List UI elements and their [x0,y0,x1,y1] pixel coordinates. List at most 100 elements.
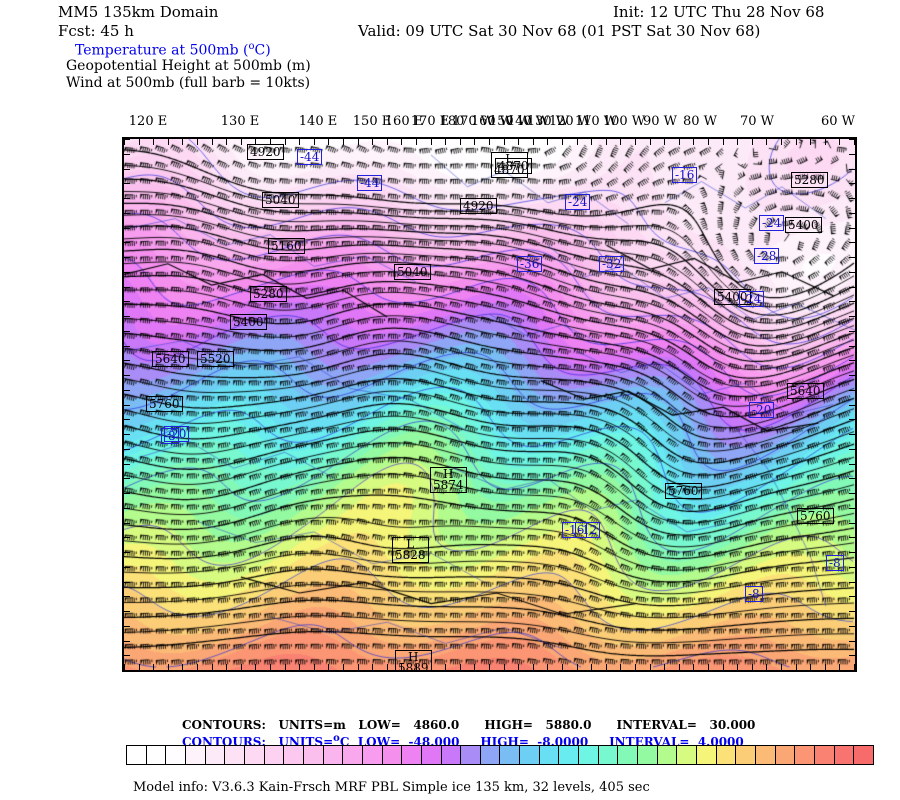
colorbar-swatch [579,746,599,764]
height-contour-label: 5640 [787,383,824,399]
axis-tick [649,664,651,670]
axis-tick [124,664,125,670]
axis-tick [849,625,855,627]
axis-tick [849,271,855,273]
lon-tick-label: 140 E [298,114,338,129]
colorbar-swatch [795,746,815,764]
height-contour-label: 5640 [152,351,189,367]
colorbar-swatch [402,746,422,764]
colorbar-swatch [244,746,265,764]
legend-heights-low-value: 4860.0 [413,718,460,732]
axis-tick [124,257,130,258]
colorbar-swatch [736,746,756,764]
axis-tick [372,139,374,145]
axis-tick [445,664,447,670]
axis-tick [299,664,301,670]
axis-tick [849,566,855,568]
axis-tick [849,434,855,435]
axis-tick [124,212,130,214]
axis-tick [849,183,855,185]
axis-tick [649,139,651,145]
height-contour-label: 5760 [665,483,702,499]
axis-tick [766,664,768,670]
forecast-map[interactable]: 4920 5040 5160 5280 5400 5640 5520 5760 4870 4920… [122,137,857,672]
lon-tick-label: 100 W [602,114,646,129]
axis-tick [839,139,841,145]
axis-tick [664,664,666,670]
map-contour-canvas [124,139,855,670]
legend-heights-high-label: HIGH= [484,718,533,732]
temperature-contour-label: -8 [826,555,844,571]
axis-tick [167,664,169,670]
axis-tick [781,139,782,145]
colorbar-swatch [500,746,521,764]
axis-tick [401,139,403,145]
colorbar-swatch [618,746,639,764]
temperature-contour-label: -16 [562,522,588,538]
height-contour-label: 5520 [197,351,234,367]
axis-tick [124,463,130,465]
axis-tick [849,537,855,539]
lon-tick-label: 170 E [410,114,450,129]
temperature-colorbar[interactable] [126,745,874,765]
axis-tick [722,139,724,145]
lon-tick-label: 180 [439,114,465,129]
axis-tick [328,139,330,145]
axis-tick [372,664,374,670]
temperature-contour-label: -44 [297,149,323,165]
axis-tick [124,625,130,627]
axis-tick [343,139,344,145]
axis-tick [810,664,812,670]
axis-tick [124,227,130,229]
axis-tick [124,198,130,199]
temperature-contour-label: -24 [759,215,785,231]
axis-tick [795,139,797,145]
model-info-footer: Model info: V3.6.3 Kain-Frsch MRF PBL Si… [133,780,650,795]
axis-tick [849,330,855,332]
colorbar-swatch [225,746,245,764]
init-time: Init: 12 UTC Thu 28 Nov 68 [613,3,825,21]
axis-tick [849,596,855,598]
axis-tick [532,139,534,145]
axis-tick [518,139,520,145]
colorbar-swatch [756,746,776,764]
temperature-contour-label: -8 [161,428,179,444]
axis-tick [849,360,855,362]
axis-tick [620,139,622,145]
colorbar-swatch [697,746,717,764]
axis-tick [386,664,388,670]
lon-tick-label: 70 W [739,114,775,129]
colorbar-swatch [146,746,167,764]
colorbar-swatch [166,746,186,764]
map-ticks-top [124,139,855,146]
axis-tick [124,611,130,612]
axis-tick [153,664,155,670]
axis-tick [849,257,855,258]
axis-tick [849,655,855,657]
axis-tick [124,139,130,140]
height-contour-label: 5040 [394,264,431,280]
colorbar-swatch [382,746,403,764]
axis-tick [211,139,213,145]
axis-tick [313,139,315,145]
temperature-contour-label: -44 [357,175,383,191]
field-label-temperature: Temperature at 500mb (oC) [75,41,271,59]
colorbar-swatch [323,746,344,764]
lon-tick-label: 130 E [220,114,260,129]
legend-heights-low-label: LOW= [358,718,401,732]
axis-tick [824,664,826,670]
colorbar-swatch [834,746,855,764]
height-contour-label: 5040 [262,192,299,208]
axis-tick [849,198,855,199]
colorbar-swatch [657,746,678,764]
axis-tick [474,664,476,670]
height-contour-label: 4920 [247,144,284,160]
axis-tick [124,478,130,480]
axis-tick [226,139,228,145]
axis-tick [197,139,198,145]
height-contour-label: 4920 [460,198,497,214]
axis-tick [124,552,130,553]
temperature-contour-label: -20 [164,426,190,442]
axis-tick [795,664,797,670]
height-contour-label: 4870 [495,158,532,174]
